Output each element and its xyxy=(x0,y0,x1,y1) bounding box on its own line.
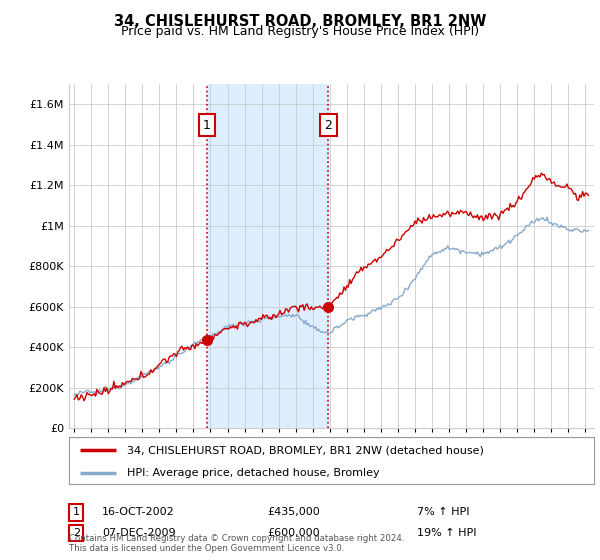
Text: 2: 2 xyxy=(325,119,332,132)
Text: 07-DEC-2009: 07-DEC-2009 xyxy=(102,528,176,538)
Text: £600,000: £600,000 xyxy=(267,528,320,538)
Text: HPI: Average price, detached house, Bromley: HPI: Average price, detached house, Brom… xyxy=(127,468,379,478)
Text: 7% ↑ HPI: 7% ↑ HPI xyxy=(417,507,469,517)
Text: 1: 1 xyxy=(73,507,80,517)
Text: 34, CHISLEHURST ROAD, BROMLEY, BR1 2NW (detached house): 34, CHISLEHURST ROAD, BROMLEY, BR1 2NW (… xyxy=(127,445,484,455)
Text: 2: 2 xyxy=(73,528,80,538)
Text: 1: 1 xyxy=(203,119,211,132)
Text: Price paid vs. HM Land Registry's House Price Index (HPI): Price paid vs. HM Land Registry's House … xyxy=(121,25,479,38)
Text: 16-OCT-2002: 16-OCT-2002 xyxy=(102,507,175,517)
Text: 19% ↑ HPI: 19% ↑ HPI xyxy=(417,528,476,538)
Text: Contains HM Land Registry data © Crown copyright and database right 2024.
This d: Contains HM Land Registry data © Crown c… xyxy=(69,534,404,553)
Bar xyxy=(207,84,328,428)
Text: £435,000: £435,000 xyxy=(267,507,320,517)
Text: 34, CHISLEHURST ROAD, BROMLEY, BR1 2NW: 34, CHISLEHURST ROAD, BROMLEY, BR1 2NW xyxy=(114,14,486,29)
